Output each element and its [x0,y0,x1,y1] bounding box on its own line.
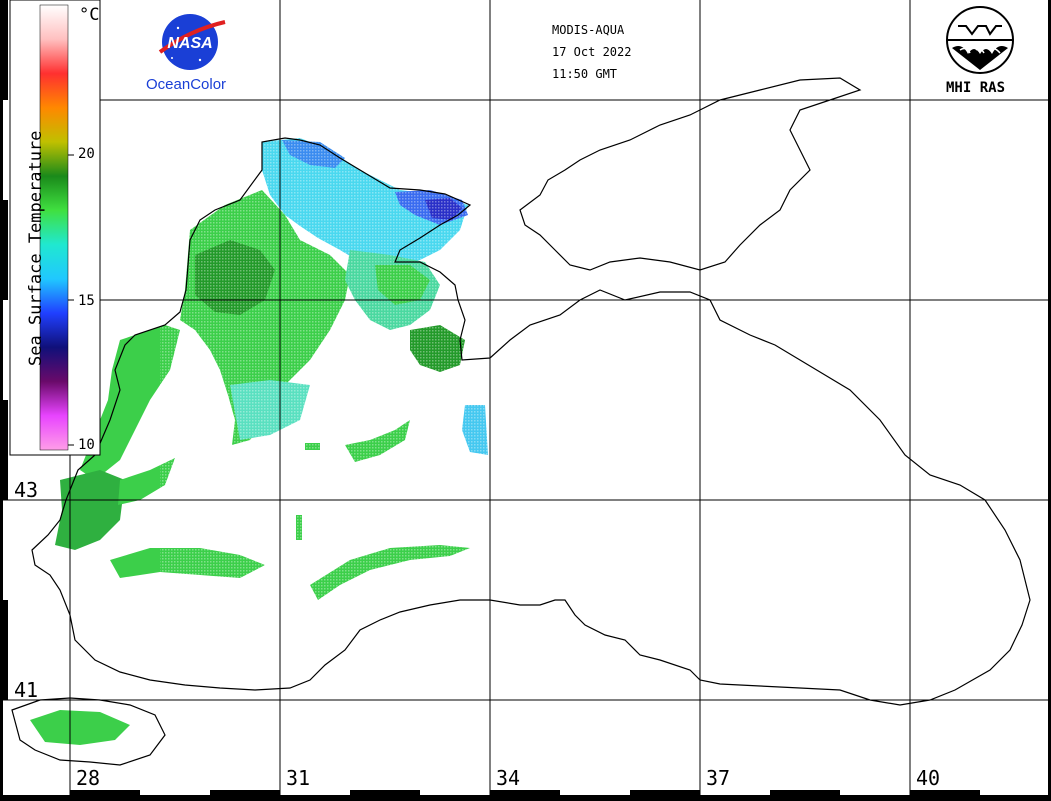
ruler-left-block-1 [3,0,8,100]
lon-label-40: 40 [916,766,941,790]
sst-patches [30,135,490,745]
ruler-left-block-2 [3,200,8,300]
oceancolor-logo-text: OceanColor [146,76,227,93]
lat-label-41: 41 [14,678,39,702]
sst-patch-bulgaria-coast [55,470,125,550]
sst-patch-marmara [30,710,130,745]
time-label: 11:50 GMT [552,67,618,81]
ruler-bottom-block-4 [490,790,560,795]
colorbar-title: Sea Surface Temperature [26,130,46,366]
satellite-label: MODIS-AQUA [552,23,625,37]
colorbar-label-15: 15 [78,293,95,309]
colorbar-ramp [39,4,69,451]
ruler-left-block-4 [3,600,8,700]
lon-label-28: 28 [76,766,101,790]
nasa-logo-text: NASA [167,35,212,52]
colorbar-label-20: 20 [78,146,95,162]
ruler-bottom-block-2 [210,790,280,795]
frame-left-border [0,0,3,801]
date-label: 17 Oct 2022 [552,45,632,59]
frame-right-border [1048,0,1051,801]
ruler-bottom-block-3 [350,790,420,795]
sst-patch-romania-coast [80,325,180,480]
colorbar-label-10: 10 [78,437,95,453]
lat-label-43: 43 [14,478,39,502]
coastline [11,77,1031,766]
ruler-bottom-block-1 [70,790,140,795]
ruler-bottom-block-5 [630,790,700,795]
ruler-bottom-block-7 [910,790,980,795]
lon-label-31: 31 [286,766,311,790]
colorbar [9,0,101,456]
sst-dot-texture [160,135,490,605]
ruler-left-block-3 [3,400,8,500]
ruler-bottom-block-6 [770,790,840,795]
mhi-ras-logo-text: MHI RAS [946,80,1006,96]
coastline-marmara [11,697,166,766]
coastline-azov [519,77,862,271]
coastline-main [31,137,1031,706]
colorbar-unit: °C [79,5,100,25]
lon-label-37: 37 [706,766,731,790]
nasa-logo-icon: NASA [158,14,226,70]
mhi-ras-logo-icon [946,6,1014,74]
frame-bottom-border [0,795,1051,801]
lon-label-34: 34 [496,766,521,790]
